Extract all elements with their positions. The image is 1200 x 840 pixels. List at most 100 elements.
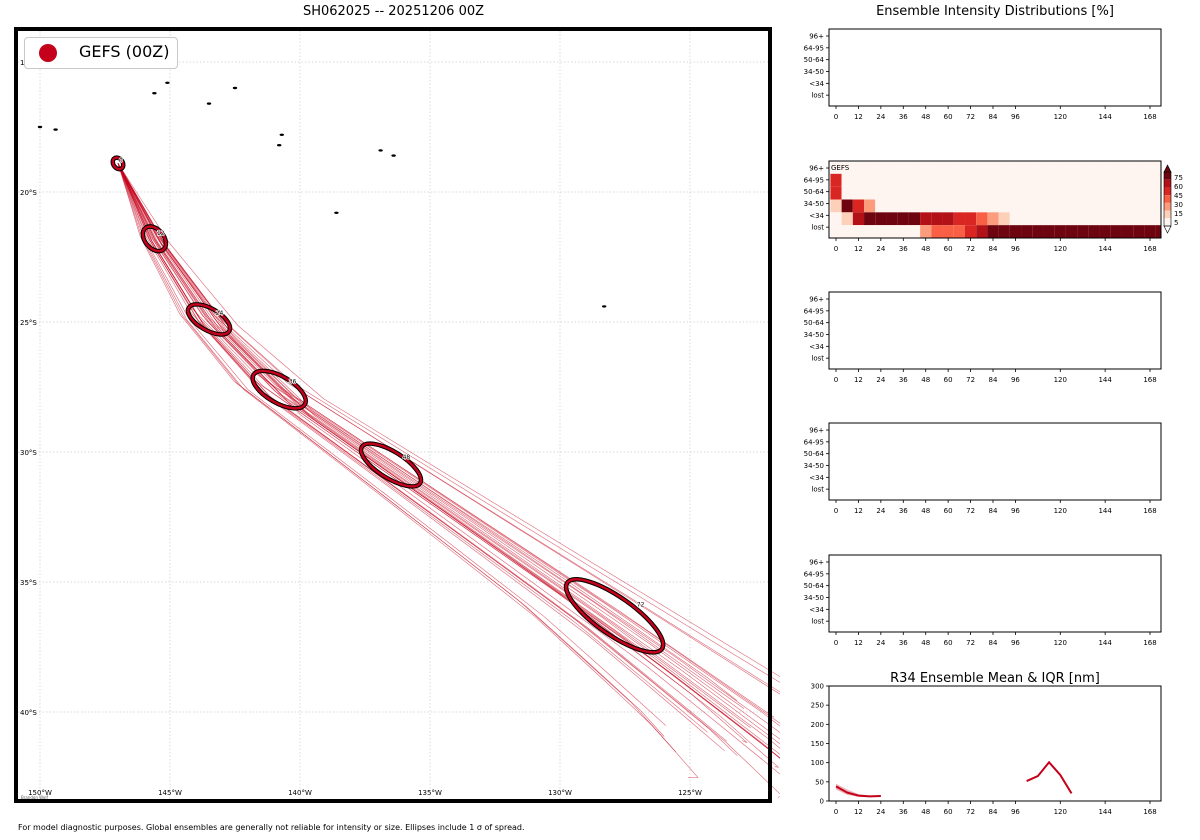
heat-cell [1009, 186, 1022, 200]
heat-cell [875, 212, 887, 226]
island-mark [378, 149, 383, 152]
ellipse-12h [140, 224, 169, 254]
heat-cell [908, 186, 921, 200]
row-tick-label: <34 [809, 606, 824, 614]
legend-marker-icon [39, 44, 57, 62]
heat-cell [864, 186, 876, 200]
row-tick-label: <34 [809, 343, 824, 351]
heat-cell [1099, 186, 1111, 200]
heat-cell [987, 173, 999, 187]
ellipse-36h [250, 368, 308, 411]
lon-tick-label: 125°W [678, 789, 702, 797]
heat-cell [920, 212, 932, 226]
r34-y-tick-label: 0 [820, 798, 824, 806]
map-islands [37, 81, 607, 308]
x-tick-label: 60 [944, 245, 953, 253]
heat-cell [1133, 212, 1145, 226]
heat-cell [942, 186, 954, 200]
r34-x-tick-label: 72 [966, 808, 975, 816]
heat-cell [976, 212, 988, 226]
heat-cell [1009, 199, 1022, 213]
ellipse-hour-label: 24 [216, 310, 224, 317]
heat-cell [1144, 225, 1156, 238]
member-track-line [117, 163, 780, 677]
colorbar-step [1164, 187, 1171, 196]
heat-cell [875, 186, 887, 200]
colorbar-tick-label: 30 [1174, 201, 1183, 209]
heat-cell [1065, 173, 1078, 187]
heat-cell [1021, 161, 1033, 174]
x-tick-label: 24 [876, 376, 885, 384]
heat-cell [998, 225, 1010, 238]
x-tick-label: 36 [899, 507, 908, 515]
heat-cell [830, 173, 842, 187]
legend-label: GEFS (00Z) [79, 42, 170, 61]
heat-cell [841, 212, 853, 226]
heat-cell [1043, 212, 1055, 226]
x-tick-label: 144 [1098, 113, 1112, 121]
member-track-line [117, 163, 728, 742]
heat-cell [964, 225, 977, 238]
heat-cell [1077, 212, 1089, 226]
heat-cell [864, 225, 876, 238]
heat-cell [920, 173, 932, 187]
x-tick-label: 120 [1054, 113, 1067, 121]
island-mark [232, 86, 238, 90]
heat-cell [1077, 225, 1089, 238]
colorbar-extend-top [1163, 164, 1172, 173]
r34-y-tick-label: 200 [811, 721, 824, 729]
x-tick-label: 84 [989, 113, 998, 121]
row-tick-label: 64-95 [804, 44, 824, 52]
heat-cell [864, 199, 876, 213]
ellipse-72h [563, 577, 666, 655]
heat-cell [1065, 161, 1078, 174]
heat-cell [942, 173, 954, 187]
member-track-line [117, 163, 677, 753]
x-tick-label: 144 [1098, 507, 1112, 515]
x-tick-label: 36 [899, 113, 908, 121]
colorbar-step [1164, 218, 1171, 226]
heat-cell [830, 212, 842, 226]
intensity-panel-4: 96+ 64-95 50-64 34-50 <34 lost 0 12 24 36 48 60 72 84… [804, 554, 1162, 647]
heat-cell [908, 212, 921, 226]
row-tick-label: <34 [809, 212, 824, 220]
heat-cell [931, 225, 943, 238]
ellipse-48h [358, 441, 424, 489]
colorbar-step [1164, 210, 1171, 219]
ellipse-ring [141, 225, 168, 253]
heat-cell [1054, 161, 1066, 174]
x-tick-label: 84 [989, 245, 998, 253]
member-track-line [117, 163, 780, 695]
x-tick-label: 24 [876, 113, 885, 121]
x-tick-label: 24 [876, 507, 885, 515]
lat-tick-label: 20°S [20, 189, 37, 197]
heat-cell [897, 161, 909, 174]
footnote: For model diagnostic purposes. Global en… [18, 823, 525, 832]
row-tick-label: 96+ [809, 165, 824, 173]
row-tick-label: 50-64 [804, 450, 825, 458]
ellipse-24h [185, 302, 233, 337]
intensity-panel-2: 96+ 64-95 50-64 34-50 <34 lost 0 12 24 36 48 60 72 84… [804, 291, 1162, 384]
ellipse-hour-label: 12 [157, 230, 165, 237]
ellipse-ring [564, 578, 665, 654]
map-credit: Brandon Wolf [21, 795, 48, 800]
member-track-line [117, 163, 667, 726]
panel-frame [828, 422, 1162, 501]
heat-cell [942, 199, 954, 213]
r34-x-tick-label: 24 [876, 808, 885, 816]
heat-cell [1144, 199, 1156, 213]
x-tick-label: 24 [876, 639, 885, 647]
heat-cell [897, 173, 909, 187]
member-track-line [117, 163, 780, 683]
member-track-line [117, 163, 748, 743]
heat-cell [1043, 199, 1055, 213]
member-tracks [117, 163, 780, 798]
heat-cell [1043, 173, 1055, 187]
member-track-line [117, 163, 780, 798]
heat-cell [920, 225, 932, 238]
heat-cell [1021, 225, 1033, 238]
heat-cell [1121, 161, 1134, 174]
heat-cell [830, 199, 842, 213]
member-track-line [117, 163, 780, 775]
lat-tick-label: 40°S [20, 709, 37, 717]
